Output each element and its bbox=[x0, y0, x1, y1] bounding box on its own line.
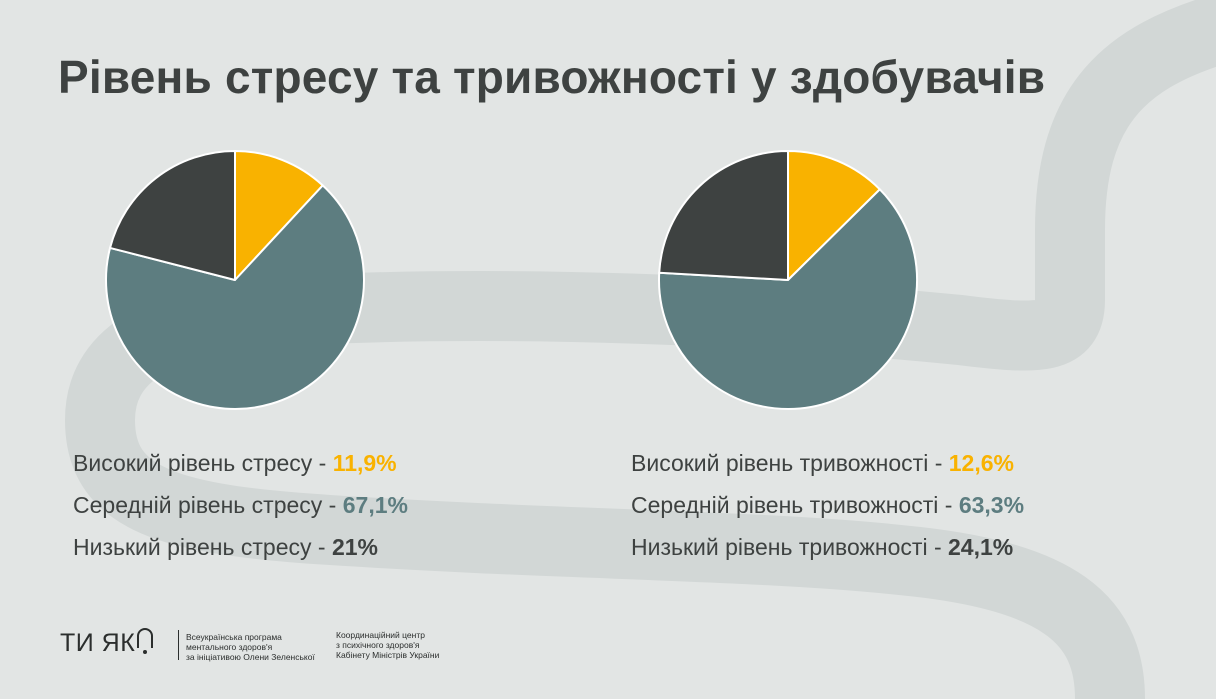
center-line: Кабінету Міністрів України bbox=[336, 650, 440, 660]
coordination-center: Координаційний центр з психічного здоров… bbox=[336, 630, 439, 660]
pie-slice-0 bbox=[787, 150, 881, 281]
legend-label: Високий рівень стресу bbox=[73, 450, 313, 476]
program-line: ментального здоров'я bbox=[186, 642, 273, 652]
anxiety-legend: Високий рівень тривожності - 12,6% Серед… bbox=[631, 442, 1024, 568]
pie-slice-1 bbox=[105, 184, 365, 410]
legend-label: Середній рівень стресу bbox=[73, 492, 323, 518]
center-line: з психічного здоров'я bbox=[336, 640, 420, 650]
page-title: Рівень стресу та тривожності у здобувачі… bbox=[58, 51, 1046, 103]
stress-pie-chart bbox=[105, 150, 365, 410]
pie-slice-0 bbox=[234, 150, 324, 281]
legend-row-low-stress: Низький рівень стресу - 21% bbox=[73, 534, 378, 560]
legend-row-high-stress: Високий рівень стресу - 11,9% bbox=[73, 450, 397, 476]
legend-label: Високий рівень тривожності bbox=[631, 450, 929, 476]
legend-value: 63,3% bbox=[958, 492, 1025, 518]
program-description: Всеукраїнська програма ментального здоро… bbox=[186, 632, 315, 662]
stress-legend: Високий рівень стресу - 11,9% Середній р… bbox=[73, 442, 408, 568]
program-line: за ініціативою Олени Зеленської bbox=[186, 652, 315, 662]
footer-divider bbox=[178, 630, 179, 660]
program-line: Всеукраїнська програма bbox=[186, 632, 282, 642]
legend-label: Низький рівень тривожності bbox=[631, 534, 928, 560]
pie-slice-2 bbox=[658, 150, 789, 281]
legend-value: 11,9% bbox=[332, 450, 397, 476]
legend-row-low-anxiety: Низький рівень тривожності - 24,1% bbox=[631, 534, 1014, 560]
legend-row-high-anxiety: Високий рівень тривожності - 12,6% bbox=[631, 450, 1014, 476]
legend-value: 67,1% bbox=[342, 492, 408, 518]
legend-label: Середній рівень тривожності bbox=[631, 492, 939, 518]
legend-value: 24,1% bbox=[948, 534, 1014, 560]
legend-row-medium-anxiety: Середній рівень тривожності - 63,3% bbox=[631, 492, 1025, 518]
pie-slice-1 bbox=[658, 188, 918, 410]
brand-name: ТИ ЯК bbox=[60, 629, 136, 657]
question-mark-icon bbox=[137, 628, 154, 654]
center-line: Координаційний центр bbox=[336, 630, 425, 640]
legend-value: 21% bbox=[331, 534, 378, 560]
legend-label: Низький рівень стресу bbox=[73, 534, 312, 560]
brand-logo: ТИ ЯК bbox=[60, 628, 154, 658]
legend-row-medium-stress: Середній рівень стресу - 67,1% bbox=[73, 492, 408, 518]
legend-value: 12,6% bbox=[948, 450, 1014, 476]
pie-slice-2 bbox=[109, 150, 236, 281]
anxiety-pie-chart bbox=[658, 150, 918, 410]
